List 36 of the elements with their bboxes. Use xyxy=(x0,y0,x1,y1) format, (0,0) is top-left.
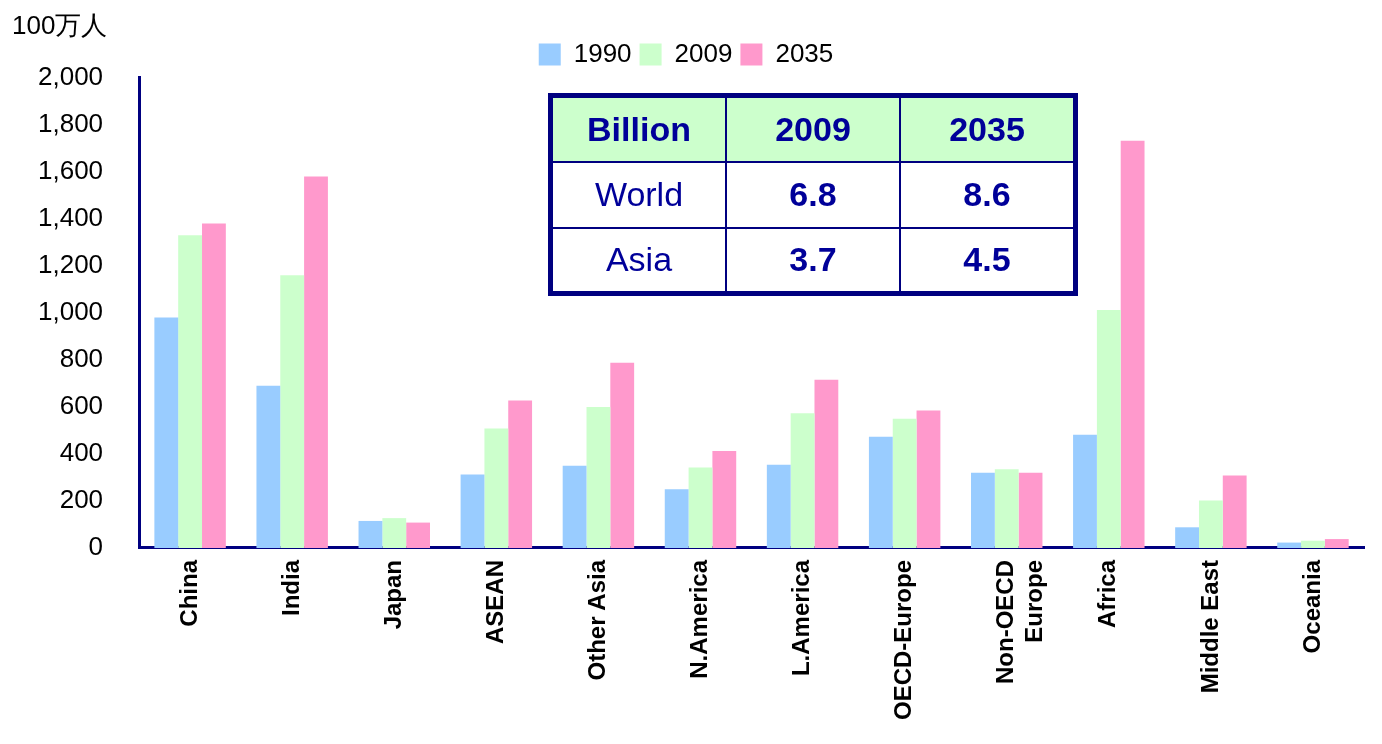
y-tick-label: 1,200 xyxy=(37,248,104,279)
y-tick-label: 1,800 xyxy=(37,107,104,138)
legend-label: 2035 xyxy=(775,37,834,68)
annotation: 3.7 xyxy=(726,227,900,294)
legend-label: 1990 xyxy=(573,37,632,68)
x-tick-label: N.America xyxy=(685,559,713,679)
y-tick-label: 200 xyxy=(59,484,104,515)
y-tick-label: 1,600 xyxy=(37,154,104,185)
x-tick-label: Oceania xyxy=(1297,559,1325,654)
y-tick-label: 800 xyxy=(59,343,104,374)
y-tick-label: 400 xyxy=(59,437,104,468)
x-tick-label: Middle East xyxy=(1195,559,1223,694)
annotation: 2035 xyxy=(900,95,1076,162)
y-tick-label: 0 xyxy=(88,531,104,562)
annotation: Asia xyxy=(550,227,726,294)
y-axis-title: 100万人 xyxy=(12,9,108,42)
annotation: World xyxy=(550,161,726,228)
x-tick-label: India xyxy=(276,559,304,617)
x-tick-label: Other Asia xyxy=(583,559,611,681)
annotation: 4.5 xyxy=(900,227,1076,294)
x-tick-label: L.America xyxy=(787,559,815,677)
annotation: 8.6 xyxy=(900,161,1076,228)
y-tick-label: 2,000 xyxy=(37,60,104,91)
x-tick-label: China xyxy=(174,559,202,627)
x-tick-label: Africa xyxy=(1093,559,1121,629)
annotation: Billion xyxy=(550,95,726,162)
x-tick-label: OECD-Europe xyxy=(889,559,917,721)
annotation: 2009 xyxy=(726,95,900,162)
x-tick-label: Non-OECD Europe xyxy=(991,559,1048,684)
legend-label: 2009 xyxy=(674,37,733,68)
y-tick-label: 1,000 xyxy=(37,295,104,326)
y-tick-label: 600 xyxy=(59,390,104,421)
x-tick-label: Japan xyxy=(378,559,406,630)
y-tick-label: 1,400 xyxy=(37,201,104,232)
annotation: 6.8 xyxy=(726,161,900,228)
x-tick-label: ASEAN xyxy=(480,559,508,645)
